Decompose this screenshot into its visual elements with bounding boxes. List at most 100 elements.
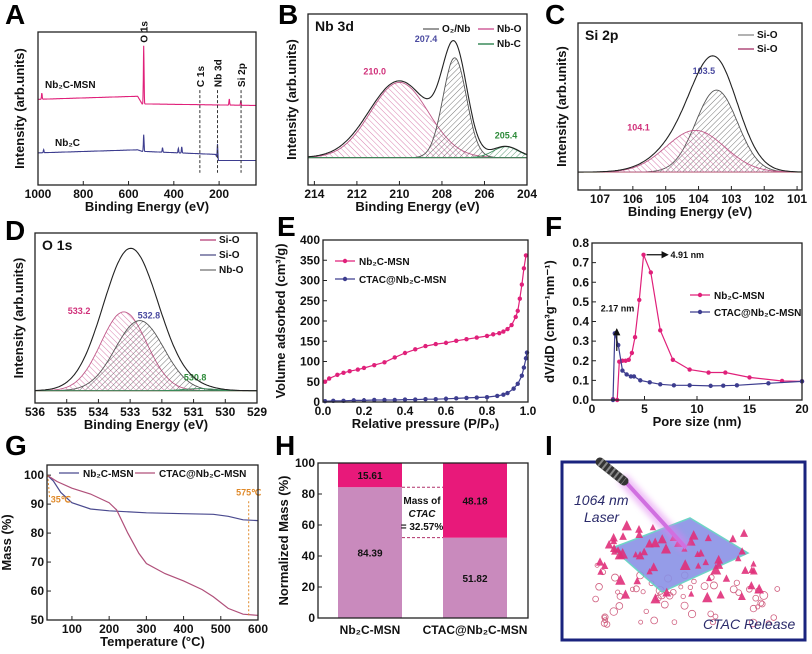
bar-segment	[443, 537, 507, 618]
annotation-line	[47, 475, 51, 499]
y-tick-label: 200	[300, 314, 320, 328]
ctac-molecule-icon	[748, 618, 758, 628]
ctac-molecule-icon	[770, 614, 777, 621]
data-point	[723, 370, 728, 375]
ctac-molecule-icon	[638, 619, 644, 625]
x-tick-label: 534	[88, 405, 108, 419]
nanoparticle-icon	[706, 575, 713, 582]
x-tick-label: 204	[517, 187, 537, 201]
nanoparticle-icon	[750, 560, 757, 567]
nanoparticle-icon	[679, 559, 691, 570]
y-tick-label: 0.8	[572, 236, 589, 250]
ctac-molecule-icon	[629, 586, 636, 592]
x-tick-label: 5	[641, 402, 648, 416]
bar-value-label: 51.82	[462, 574, 487, 585]
fit-component-area	[577, 129, 803, 173]
envelope-line	[578, 55, 803, 173]
nanoparticle-icon	[617, 548, 628, 559]
legend-label: Nb₂C-MSN	[714, 291, 765, 302]
x-tick-label: 1.0	[520, 404, 537, 418]
ctac-molecule-icon	[687, 584, 693, 591]
y-tick-label: 0.4	[572, 315, 589, 329]
ctac-molecule-icon	[615, 589, 621, 595]
x-tick-label: 15	[743, 402, 757, 416]
nanoparticle-icon	[646, 568, 653, 575]
laser-label: 1064 nm	[574, 492, 629, 508]
data-point	[632, 335, 638, 340]
ctac-molecule-icon	[735, 589, 742, 596]
data-point	[413, 397, 418, 402]
envelope-line	[307, 40, 528, 158]
ctac-molecule-icon	[671, 619, 678, 625]
ctac-molecule-icon	[755, 604, 761, 610]
series-line	[46, 474, 259, 522]
plot-frame	[317, 462, 529, 619]
nanoparticle-icon	[610, 543, 619, 552]
data-point	[326, 376, 332, 381]
nanoparticle-icon	[741, 565, 750, 574]
panel-letter: E	[277, 211, 296, 242]
data-point	[402, 397, 408, 402]
x-tick-label: 206	[474, 187, 494, 201]
nanoparticle-icon	[611, 548, 618, 555]
x-tick-label: 0.0	[315, 404, 332, 418]
nanoparticle-icon	[600, 561, 609, 569]
plot-frame	[591, 242, 803, 401]
x-tick-label: 200	[99, 622, 119, 636]
y-tick-label: 60	[302, 518, 316, 532]
data-point	[392, 397, 397, 403]
y-tick-label: 90	[31, 497, 45, 511]
nanoparticle-icon	[657, 534, 667, 544]
panel-letter: D	[5, 215, 25, 246]
illustration-frame	[560, 460, 807, 642]
ctac-molecule-icon	[707, 610, 714, 618]
x-tick-label: 0.2	[356, 404, 373, 418]
y-tick-label: 150	[300, 334, 320, 348]
data-point	[322, 379, 328, 384]
x-axis-label: Temperature (°C)	[100, 634, 205, 649]
x-axis-label: Binding Energy (eV)	[85, 199, 209, 214]
nanoparticle-icon	[635, 524, 643, 533]
data-point	[501, 392, 506, 397]
nanoparticle-icon	[597, 568, 604, 575]
ctac-molecule-icon	[712, 613, 719, 620]
data-point	[484, 333, 490, 339]
data-point	[497, 330, 502, 336]
data-point	[708, 383, 713, 389]
legend-label: CTAC@Nb₂C-MSN	[159, 469, 246, 480]
data-point	[347, 369, 352, 374]
nanoparticle-icon	[604, 540, 614, 549]
bar-value-label: 48.18	[462, 496, 487, 507]
ctac-molecule-icon	[759, 591, 769, 600]
panel-letter: A	[5, 0, 25, 30]
nanoparticle-icon	[662, 587, 672, 597]
data-point	[734, 383, 740, 388]
data-point	[648, 270, 653, 275]
y-axis-label: Intensity (arb.units)	[11, 258, 26, 379]
nanoparticle-icon	[714, 554, 724, 564]
ctac-molecule-icon	[592, 595, 599, 603]
y-tick-label: 100	[300, 355, 320, 369]
ctac-molecule-icon	[609, 607, 618, 616]
x-tick-label: 0.4	[397, 404, 414, 418]
peak-position-label: 205.4	[495, 131, 518, 141]
fit-component-area	[307, 146, 528, 159]
ctac-molecule-icon	[615, 602, 624, 610]
data-point	[517, 296, 522, 301]
ctac-molecule-icon	[729, 585, 738, 594]
data-point	[505, 390, 510, 396]
data-point	[341, 370, 346, 376]
bar-value-label: 84.39	[357, 549, 382, 560]
data-point	[519, 373, 525, 378]
data-point	[511, 386, 516, 391]
nanoparticle-icon	[635, 530, 644, 538]
nanoparticle-icon	[609, 533, 618, 542]
nanoparticle-icon	[740, 528, 749, 537]
legend-label: Nb₂C-MSN	[359, 257, 410, 268]
legend-label: O₂/Nb	[442, 24, 470, 35]
data-point	[361, 365, 367, 371]
x-tick-label: 530	[215, 405, 235, 419]
y-tick-label: 0.7	[572, 256, 589, 270]
